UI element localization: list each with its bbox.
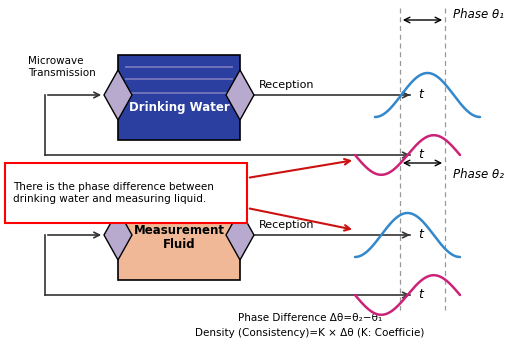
Bar — [5, 163, 247, 223]
Text: t: t — [418, 148, 423, 161]
Polygon shape — [104, 70, 132, 120]
Bar — [118, 55, 240, 140]
Polygon shape — [226, 70, 254, 120]
Text: Phase θ₂: Phase θ₂ — [453, 168, 504, 181]
Bar — [118, 195, 240, 280]
Text: t: t — [418, 89, 423, 101]
Text: Reception: Reception — [259, 80, 314, 90]
Text: Measurement
Fluid: Measurement Fluid — [133, 224, 225, 252]
Text: Phase θ₁: Phase θ₁ — [453, 8, 504, 20]
Polygon shape — [104, 210, 132, 260]
Text: t: t — [418, 228, 423, 242]
Text: Microwave
Transmission: Microwave Transmission — [28, 56, 96, 78]
Text: Density (Consistency)=K × Δθ (K: Coefficie): Density (Consistency)=K × Δθ (K: Coeffic… — [195, 328, 425, 338]
Text: Drinking Water: Drinking Water — [129, 101, 229, 114]
Text: Phase Difference Δθ=θ₂−θ₁: Phase Difference Δθ=θ₂−θ₁ — [238, 313, 382, 323]
Text: Reception: Reception — [259, 220, 314, 230]
Text: t: t — [418, 288, 423, 302]
Text: There is the phase difference between
drinking water and measuring liquid.: There is the phase difference between dr… — [13, 182, 214, 204]
Polygon shape — [226, 210, 254, 260]
